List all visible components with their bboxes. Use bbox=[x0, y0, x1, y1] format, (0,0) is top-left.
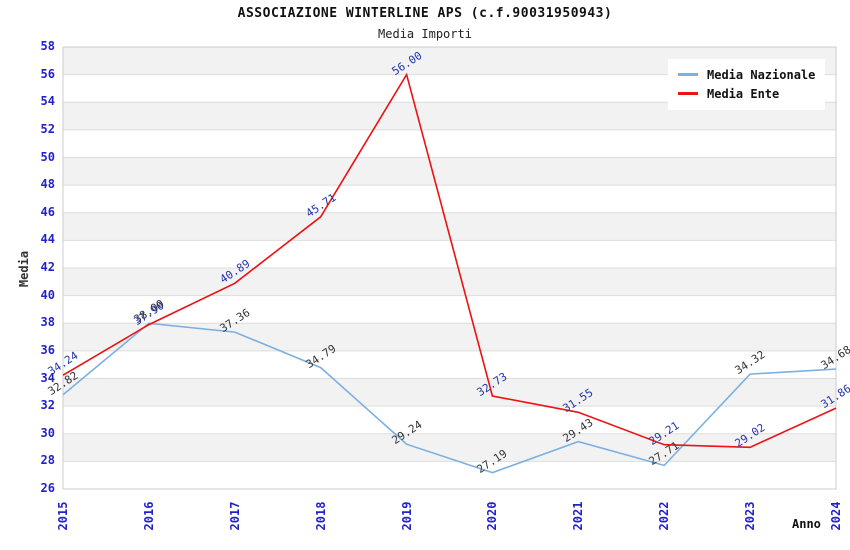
x-tick-label: 2019 bbox=[399, 501, 414, 531]
y-tick-label: 48 bbox=[40, 177, 55, 192]
legend-item-media-nazionale: Media Nazionale bbox=[678, 65, 815, 84]
plot-border bbox=[62, 46, 837, 490]
plot-band bbox=[63, 157, 836, 186]
x-tick-label: 2023 bbox=[743, 501, 758, 531]
plot-band bbox=[63, 378, 836, 407]
series-line-media-ente bbox=[62, 72, 837, 449]
plot-band bbox=[63, 461, 836, 489]
legend-item-media-ente: Media Ente bbox=[678, 84, 815, 103]
x-tick-label: 2024 bbox=[829, 501, 843, 531]
legend-swatch-media-ente bbox=[678, 92, 698, 95]
y-tick-label: 30 bbox=[40, 425, 55, 440]
y-tick-label: 44 bbox=[40, 232, 55, 247]
legend-label: Media Ente bbox=[707, 86, 780, 101]
y-tick-label: 38 bbox=[40, 315, 55, 330]
y-tick-label: 34 bbox=[40, 370, 55, 385]
y-tick-label: 40 bbox=[40, 287, 55, 302]
y-tick-label: 52 bbox=[40, 121, 55, 136]
y-tick-label: 42 bbox=[40, 260, 55, 274]
plot-band bbox=[63, 433, 836, 462]
x-tick-label: 2015 bbox=[56, 501, 70, 531]
y-tick-label: 54 bbox=[40, 94, 55, 109]
x-tick-label: 2022 bbox=[657, 501, 672, 531]
plot-band bbox=[63, 295, 836, 324]
x-tick-label: 2018 bbox=[313, 501, 328, 531]
series-line-media-nazionale bbox=[62, 322, 837, 474]
y-tick-label: 50 bbox=[40, 149, 55, 164]
x-tick-label: 2016 bbox=[141, 501, 156, 531]
x-axis-title: Anno bbox=[792, 517, 821, 531]
plot-band bbox=[63, 129, 836, 158]
plot-band bbox=[63, 240, 836, 268]
plot-band bbox=[63, 350, 836, 379]
y-tick-label: 46 bbox=[40, 204, 55, 219]
plot-band bbox=[63, 185, 836, 213]
y-tick-label: 56 bbox=[40, 66, 55, 81]
chart-subtitle: Media Importi bbox=[378, 27, 472, 41]
legend: Media Nazionale Media Ente bbox=[668, 59, 826, 110]
x-tick-label: 2017 bbox=[227, 501, 242, 531]
chart-title: ASSOCIAZIONE WINTERLINE APS (c.f.9003195… bbox=[237, 6, 613, 21]
y-tick-label: 26 bbox=[40, 481, 55, 495]
y-tick-label: 32 bbox=[40, 398, 55, 413]
x-tick-label: 2020 bbox=[485, 501, 500, 531]
y-tick-label: 28 bbox=[40, 453, 55, 468]
x-tick-label: 2021 bbox=[571, 501, 586, 531]
y-tick-label: 58 bbox=[40, 39, 55, 53]
legend-label: Media Nazionale bbox=[707, 67, 816, 82]
y-tick-label: 36 bbox=[40, 342, 55, 357]
plot-band bbox=[63, 268, 836, 296]
plot-band bbox=[63, 406, 836, 434]
plot-band bbox=[63, 323, 836, 351]
legend-swatch-media-nazionale bbox=[678, 73, 698, 76]
